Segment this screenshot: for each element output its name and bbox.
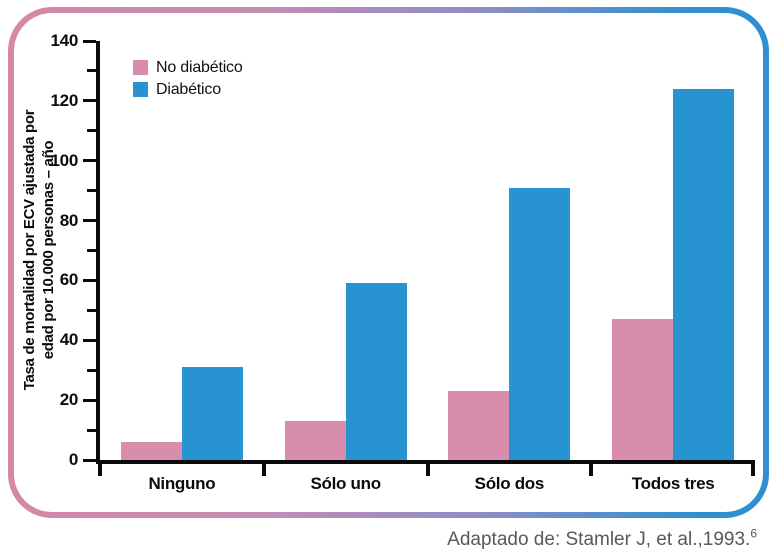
legend-item: No diabético	[133, 59, 243, 76]
bar-diabetico-3	[509, 187, 571, 460]
y-axis-title-line2: edad por 10.000 personas – año	[40, 140, 57, 360]
y-axis-major-tick	[83, 398, 96, 402]
bar-diabetico-2	[345, 283, 407, 460]
x-axis-tick	[751, 464, 755, 476]
bar-no-diabetico-2	[284, 421, 346, 460]
y-axis-major-tick	[83, 39, 96, 43]
source-caption-text: Adaptado de: Stamler J, et al.,1993.	[447, 529, 751, 550]
legend-item: Diabético	[133, 81, 243, 98]
plot-inner: No diabético Diabético 0 20 40 60 80 100 120 140…	[51, 31, 755, 493]
x-axis-category-label: Ninguno	[148, 474, 216, 493]
x-axis-category-label: Sólo dos	[474, 474, 545, 493]
x-axis-category-label: Sólo uno	[310, 474, 381, 493]
x-axis-tick	[261, 464, 266, 476]
y-axis-tick-label: 120	[50, 90, 79, 110]
y-axis-tick-label: 20	[59, 390, 79, 410]
y-axis-title: Tasa de mortalidad por ECV ajustada por …	[20, 80, 58, 420]
y-axis-major-tick	[83, 159, 96, 163]
source-caption: Adaptado de: Stamler J, et al.,1993.6	[447, 528, 757, 552]
y-axis-major-tick	[83, 338, 96, 342]
legend-swatch-diabetico	[133, 82, 148, 97]
y-axis-major-tick	[83, 278, 96, 282]
y-axis-tick-label: 140	[50, 31, 79, 50]
bar-no-diabetico-3	[448, 391, 510, 460]
y-axis-minor-tick	[87, 189, 96, 193]
x-axis-tick	[425, 464, 430, 476]
y-axis-major-tick	[83, 219, 96, 223]
x-axis-category-label: Todos tres	[631, 474, 715, 493]
y-axis-minor-tick	[87, 368, 96, 372]
legend-swatch-no-diabetico	[133, 60, 148, 75]
legend-label: No diabético	[156, 59, 243, 76]
y-axis-tick-label: 0	[68, 450, 78, 469]
bar-diabetico-4	[673, 88, 735, 460]
legend: No diabético Diabético	[133, 59, 243, 103]
y-axis-tick-label: 40	[59, 330, 79, 350]
y-axis-minor-tick	[87, 428, 96, 432]
y-axis-tick-label: 80	[59, 210, 79, 230]
bar-diabetico-1	[181, 367, 243, 460]
y-axis-tick-label: 100	[50, 150, 79, 170]
source-caption-superscript: 6	[750, 526, 757, 541]
y-axis-minor-tick	[87, 308, 96, 312]
plot-area: No diabético Diabético 0 20 40 60 80 100 120 140…	[51, 31, 755, 493]
x-axis-tick	[589, 464, 594, 476]
y-axis-minor-tick	[87, 69, 96, 73]
bar-no-diabetico-1	[120, 442, 182, 460]
y-axis-major-tick	[83, 458, 96, 462]
y-axis-major-tick	[83, 99, 96, 103]
y-axis-minor-tick	[87, 129, 96, 133]
legend-label: Diabético	[156, 81, 221, 98]
bar-no-diabetico-4	[612, 319, 674, 460]
x-axis-tick	[98, 464, 102, 476]
y-axis-title-line1: Tasa de mortalidad por ECV ajustada por	[21, 109, 38, 391]
y-axis-minor-tick	[87, 249, 96, 252]
y-axis-tick-label: 60	[59, 270, 79, 290]
